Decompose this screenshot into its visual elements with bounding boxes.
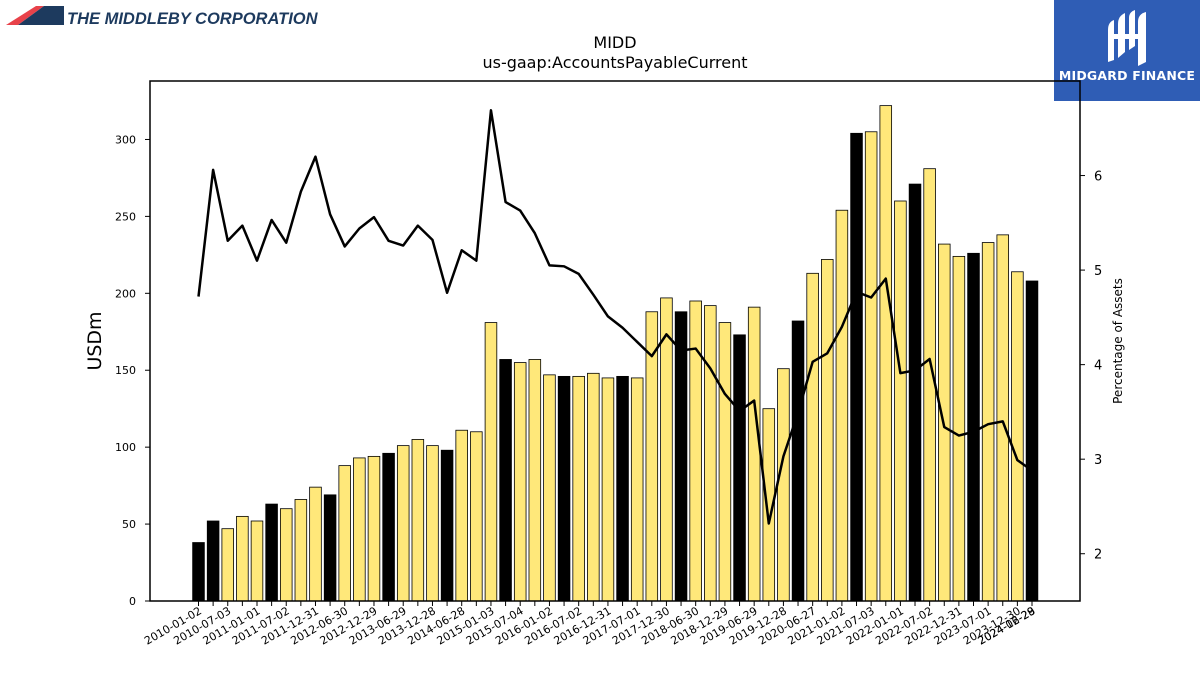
bar — [806, 272, 819, 602]
y2-tick-label: 4 — [1094, 359, 1102, 374]
line-series-percentage-of-assets — [197, 109, 1033, 525]
bar — [484, 322, 498, 602]
bar — [221, 528, 234, 602]
chart-subtitle: us-gaap:AccountsPayableCurrent — [482, 53, 747, 72]
bar — [923, 168, 936, 602]
bar — [1025, 280, 1039, 602]
logo-red-wing-icon — [6, 6, 44, 25]
bar — [879, 105, 893, 602]
bar — [411, 439, 425, 602]
bar — [499, 359, 512, 602]
bar — [192, 542, 205, 602]
y2-tick-label: 3 — [1094, 453, 1102, 468]
bar — [821, 259, 834, 602]
bar — [323, 494, 337, 602]
chart-title: MIDD — [593, 33, 636, 52]
y-tick-label: 50 — [122, 518, 136, 531]
bar — [294, 499, 308, 602]
bar — [528, 359, 542, 602]
brand-badge: MIDGARD FINANCE — [1054, 0, 1200, 101]
bar — [543, 374, 556, 602]
bar — [1011, 271, 1024, 602]
bar — [587, 372, 600, 602]
bar — [440, 449, 454, 602]
bar — [981, 242, 995, 602]
bar — [382, 452, 395, 602]
y-tick-label: 250 — [115, 210, 136, 223]
bar — [791, 320, 805, 602]
y2-tick-label: 2 — [1094, 548, 1102, 563]
bar — [309, 486, 322, 602]
bar — [426, 445, 439, 602]
bar — [470, 431, 483, 602]
bar — [206, 520, 220, 602]
y2-axis-label: Percentage of Assets — [1111, 278, 1125, 404]
bar — [747, 306, 761, 602]
bar — [572, 375, 585, 602]
bar — [616, 375, 629, 602]
bar — [908, 183, 922, 602]
logo-navy-wing-icon — [18, 6, 64, 25]
y-tick-label: 100 — [115, 441, 136, 454]
bar — [236, 515, 249, 602]
bar — [733, 334, 746, 602]
bar — [894, 200, 907, 602]
bar — [718, 322, 732, 602]
bar — [996, 234, 1010, 602]
bar — [660, 297, 673, 602]
bar — [835, 209, 849, 602]
bar — [279, 508, 293, 602]
y2-tick-label: 6 — [1094, 170, 1102, 185]
bar — [967, 252, 980, 602]
y-axis-label: USDm — [84, 311, 106, 370]
bar — [265, 503, 278, 602]
y-tick-label: 200 — [115, 287, 136, 300]
bar — [353, 457, 366, 602]
y-tick-label: 150 — [115, 364, 136, 377]
bar — [674, 311, 688, 602]
plot-frame — [149, 80, 1081, 602]
brand-name: MIDGARD FINANCE — [1058, 68, 1196, 83]
y-tick-label: 300 — [115, 133, 136, 146]
bar — [864, 131, 878, 602]
bar — [513, 362, 527, 602]
bar — [777, 368, 790, 602]
bar — [557, 375, 571, 602]
bar — [338, 465, 351, 602]
company-logo: THE MIDDLEBY CORPORATION — [6, 6, 319, 28]
bar — [952, 255, 966, 602]
bar — [630, 377, 644, 602]
bar — [689, 300, 702, 602]
bar — [601, 377, 615, 602]
bar — [396, 445, 410, 602]
company-logo-text: THE MIDDLEBY CORPORATION — [67, 10, 319, 28]
bar — [704, 305, 717, 602]
bar — [250, 520, 264, 602]
brand-monogram-icon — [1108, 10, 1146, 66]
y-tick-label: 0 — [129, 595, 136, 608]
bar — [850, 132, 863, 602]
y2-tick-label: 5 — [1094, 264, 1102, 279]
bar — [367, 455, 381, 602]
bar — [455, 429, 468, 602]
